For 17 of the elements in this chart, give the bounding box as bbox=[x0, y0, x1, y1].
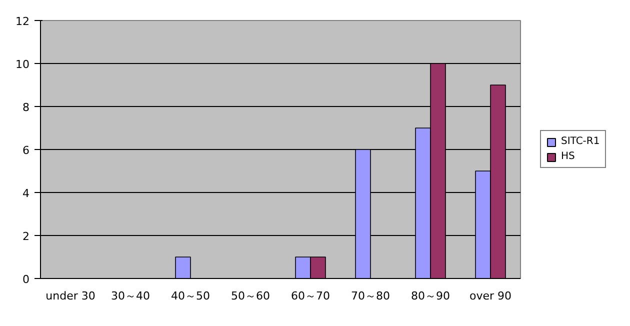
y-tick-label: 6 bbox=[22, 144, 30, 157]
y-tick-label: 8 bbox=[22, 101, 30, 114]
x-tick-label: over 90 bbox=[469, 290, 512, 302]
x-tick-label: 40～50 bbox=[171, 290, 210, 302]
legend-label: SITC-R1 bbox=[561, 136, 600, 147]
y-tick-label: 2 bbox=[22, 230, 30, 243]
x-tick-label: 60～70 bbox=[291, 290, 330, 302]
y-tick-label: 4 bbox=[22, 187, 30, 200]
y-tick-label: 10 bbox=[16, 58, 30, 71]
x-tick-label: 80～90 bbox=[411, 290, 450, 302]
x-tick-label: under 30 bbox=[46, 290, 96, 302]
x-tick-label: 30～40 bbox=[111, 290, 150, 302]
legend-label: HS bbox=[561, 151, 576, 162]
x-tick-label: 50～60 bbox=[231, 290, 270, 302]
y-tick-label: 0 bbox=[22, 273, 30, 286]
x-tick-label: 70～80 bbox=[351, 290, 390, 302]
y-tick-label: 12 bbox=[16, 15, 30, 28]
